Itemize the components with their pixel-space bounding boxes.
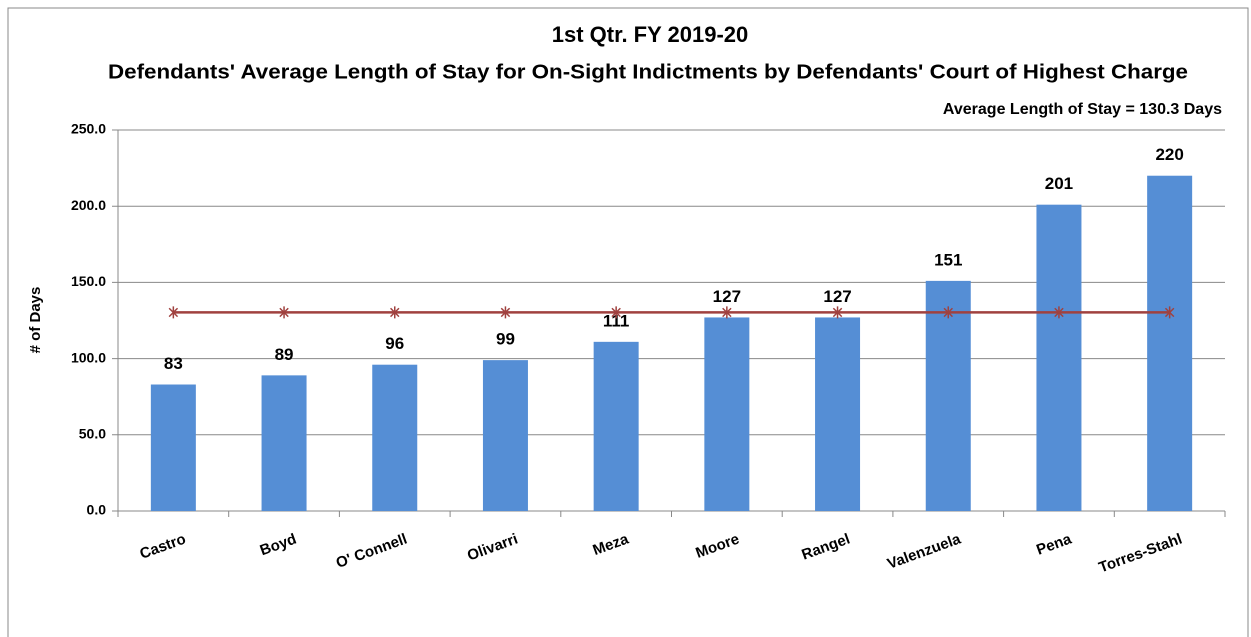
data-label: 127 bbox=[713, 287, 741, 306]
line-marker bbox=[168, 306, 179, 319]
bar bbox=[593, 341, 639, 511]
data-label: 151 bbox=[934, 250, 962, 269]
annotation: Average Length of Stay = 130.3 Days bbox=[943, 101, 1222, 118]
y-tick-label: 150.0 bbox=[71, 273, 106, 289]
data-label: 201 bbox=[1045, 174, 1073, 193]
bar bbox=[482, 360, 528, 511]
y-tick-label: 200.0 bbox=[71, 197, 106, 213]
y-tick-label: 50.0 bbox=[79, 426, 106, 442]
line-marker bbox=[500, 306, 511, 319]
line-marker bbox=[390, 306, 400, 319]
bar bbox=[1036, 204, 1082, 511]
line-marker bbox=[943, 306, 953, 319]
data-label: 96 bbox=[385, 334, 404, 353]
bar bbox=[150, 384, 196, 511]
chart-title: 1st Qtr. FY 2019-20 bbox=[552, 22, 749, 47]
bar bbox=[1147, 175, 1193, 511]
line-marker bbox=[1054, 306, 1064, 319]
data-label: 111 bbox=[603, 311, 630, 330]
line-marker bbox=[722, 306, 732, 319]
line-marker bbox=[832, 306, 843, 319]
bar bbox=[704, 317, 750, 511]
bar bbox=[372, 364, 418, 511]
data-label: 89 bbox=[275, 345, 294, 364]
line-marker bbox=[611, 306, 621, 319]
bar bbox=[815, 317, 861, 511]
data-label: 220 bbox=[1155, 145, 1183, 164]
chart-subtitle: Defendants' Average Length of Stay for O… bbox=[108, 61, 1188, 83]
bar bbox=[925, 280, 971, 511]
data-label: 83 bbox=[164, 354, 183, 373]
y-tick-label: 250.0 bbox=[71, 121, 106, 137]
line-marker bbox=[279, 306, 289, 319]
y-axis-label: # of Days bbox=[27, 287, 44, 354]
data-label: 127 bbox=[823, 287, 851, 306]
line-marker bbox=[1164, 306, 1175, 319]
y-tick-label: 100.0 bbox=[71, 349, 106, 365]
y-tick-label: 0.0 bbox=[87, 502, 107, 518]
bar bbox=[261, 375, 307, 511]
data-label: 99 bbox=[496, 330, 515, 349]
